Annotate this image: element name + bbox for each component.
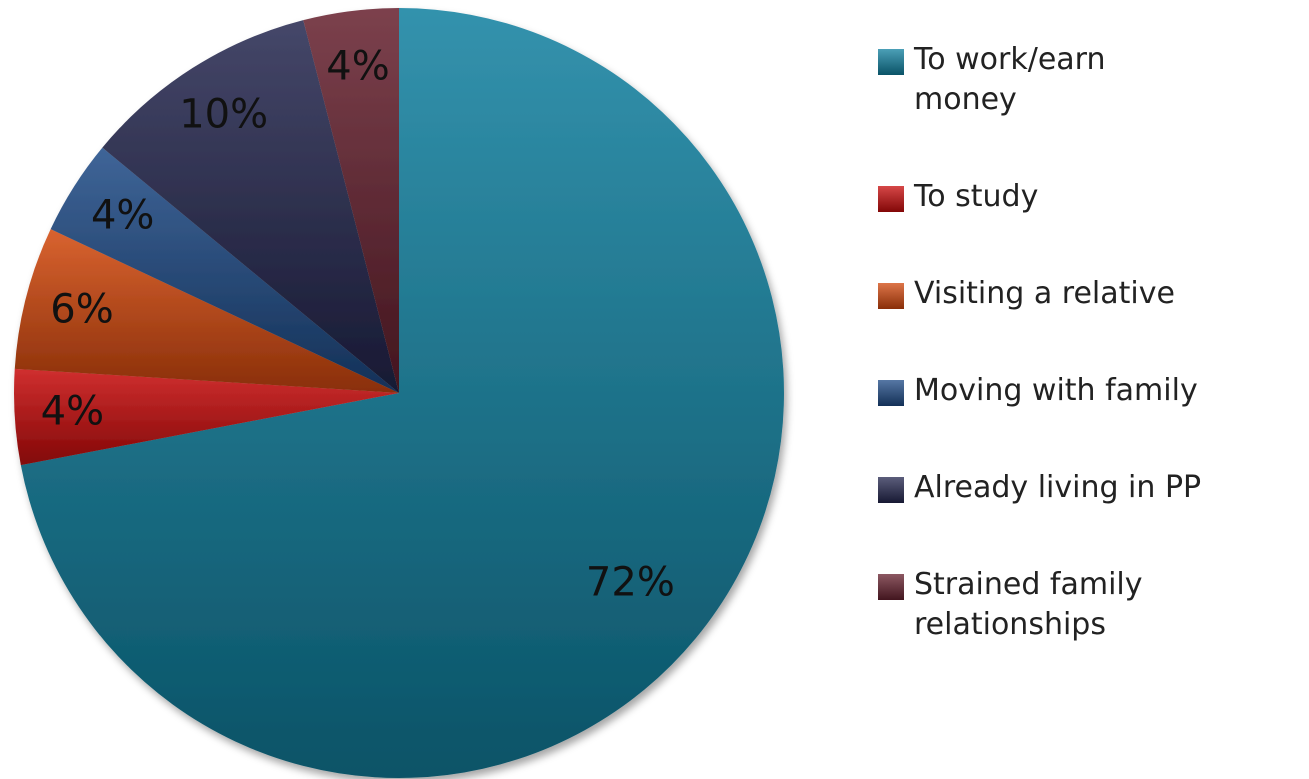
legend-label: Already living in PP (914, 470, 1202, 505)
legend-swatch (878, 574, 904, 600)
legend-label: Strained family relationships (914, 567, 1143, 642)
data-labels: 72% 4% 6% 4% 10% 4% (41, 43, 675, 605)
data-label: 6% (50, 287, 113, 333)
data-label: 10% (179, 92, 268, 138)
legend-swatch (878, 380, 904, 406)
pie-slice (303, 7, 399, 393)
data-label: 72% (586, 559, 675, 605)
pie-slice (13, 368, 399, 466)
legend-label: Moving with family (914, 373, 1198, 408)
slices (13, 7, 785, 778)
legend-swatch (878, 283, 904, 309)
data-label: 4% (41, 389, 104, 435)
pie-slice (14, 229, 400, 393)
legend-item: Visiting a relative (878, 274, 1298, 314)
data-label: 4% (326, 43, 389, 89)
pie-area: 72% 4% 6% 4% 10% 4% (13, 7, 785, 778)
legend-item: Moving with family (878, 371, 1298, 411)
legend-label: To study (914, 179, 1039, 214)
legend-item: To work/earn money (878, 40, 1298, 120)
legend-swatch (878, 49, 904, 75)
legend-label: Visiting a relative (914, 276, 1175, 311)
legend-item: To study (878, 177, 1298, 217)
legend-swatch (878, 186, 904, 212)
data-label: 4% (91, 193, 154, 239)
legend-item: Already living in PP (878, 468, 1298, 508)
legend-label: To work/earn money (914, 42, 1106, 117)
legend-swatch (878, 477, 904, 503)
legend-item: Strained family relationships (878, 565, 1298, 645)
pie-slice (50, 147, 399, 393)
pie-slice (102, 20, 399, 393)
legend: To work/earn money To study Visiting a rel… (878, 40, 1298, 702)
pie-slice (20, 8, 785, 778)
